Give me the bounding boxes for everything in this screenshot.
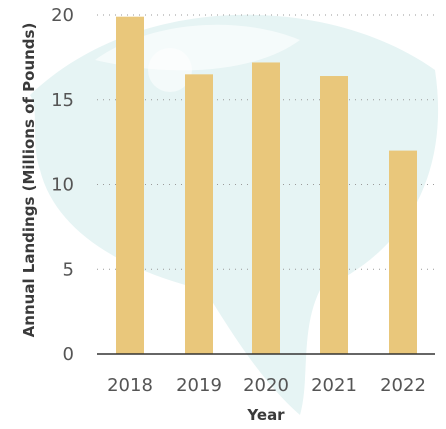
y-tick-label: 0	[63, 344, 74, 365]
x-axis-title: Year	[246, 406, 285, 424]
x-tick-label: 2019	[176, 375, 222, 396]
x-tick-label: 2018	[107, 375, 153, 396]
fish-watermark-icon	[30, 14, 439, 415]
y-tick-label: 15	[51, 90, 74, 111]
y-axis-title: Annual Landings (Millions of Pounds)	[20, 23, 38, 338]
bar-2021	[320, 76, 348, 355]
y-tick-label: 5	[63, 259, 74, 280]
bar-2019	[185, 74, 213, 354]
x-tick-label: 2022	[380, 375, 426, 396]
y-tick-labels: 0 5 10 15 20	[51, 5, 74, 365]
x-tick-label: 2020	[243, 375, 289, 396]
y-tick-label: 20	[51, 5, 74, 26]
bar-2020	[252, 62, 280, 355]
x-tick-labels: 2018 2019 2020 2021 2022	[107, 375, 426, 396]
bar-2022	[389, 150, 417, 354]
bars	[116, 16, 417, 355]
bar-2018	[116, 16, 144, 354]
y-tick-label: 10	[51, 175, 74, 196]
x-tick-label: 2021	[311, 375, 357, 396]
